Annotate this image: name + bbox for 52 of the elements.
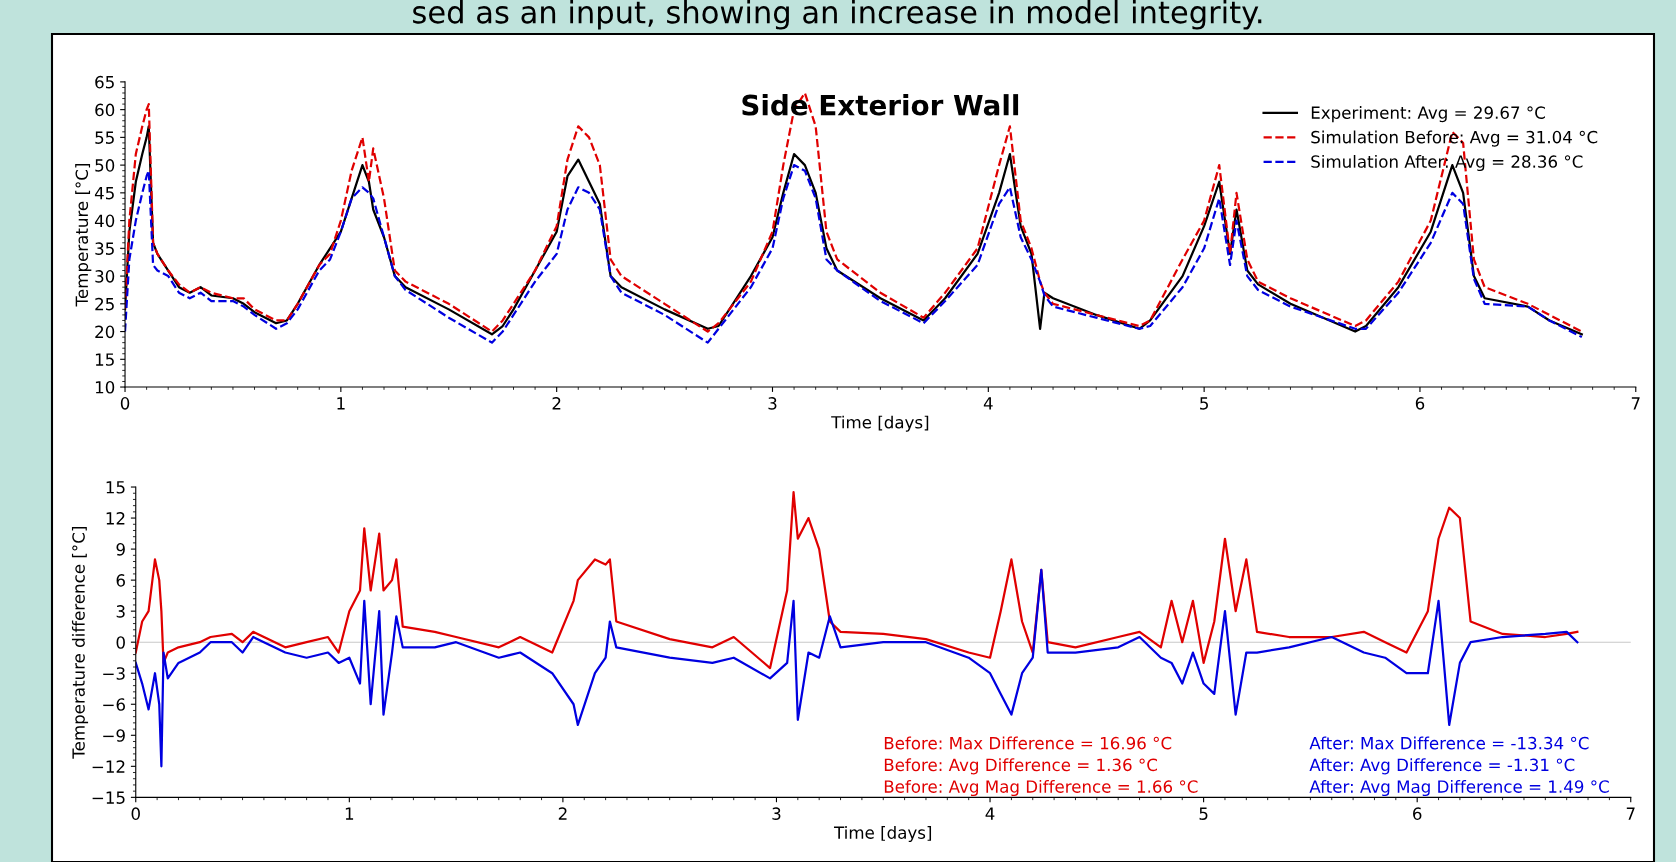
x-tick-label: 4: [985, 807, 995, 820]
x-tick-label: 2: [552, 397, 561, 410]
x-tick-label: 0: [131, 807, 140, 820]
y-tick-label: 25: [95, 297, 114, 311]
y-tick-label: 15: [95, 353, 114, 366]
x-tick-label: 7: [1626, 807, 1635, 820]
y-tick-label: 40: [94, 214, 115, 228]
x-tick-label: 1: [337, 397, 345, 410]
y-tick-label: 9: [116, 543, 125, 556]
y-tick-label: 15: [106, 481, 125, 494]
y-axis-title: Temperature difference [°C]: [71, 527, 89, 759]
y-tick-label: 6: [116, 574, 125, 587]
y-axis-title: Temperature [°C]: [75, 163, 92, 307]
x-axis-title: Time [days]: [833, 825, 932, 843]
y-tick-label: 20: [95, 325, 115, 339]
y-tick-label: 50: [95, 159, 115, 172]
x-tick-label: 4: [983, 397, 993, 410]
y-tick-label: −15: [92, 791, 125, 804]
annotation: After: Avg Mag Difference = 1.49 °C: [1309, 779, 1609, 797]
annotation: Before: Max Difference = 16.96 °C: [884, 736, 1172, 750]
y-tick-label: 60: [95, 103, 115, 117]
x-tick-label: 6: [1413, 807, 1422, 820]
x-axis-title: Time [days]: [831, 415, 929, 432]
y-tick-label: 35: [95, 242, 114, 255]
y-tick-label: 30: [95, 270, 115, 283]
x-tick-label: 3: [772, 807, 781, 820]
x-tick-label: 7: [1631, 397, 1640, 410]
y-tick-label: 12: [106, 512, 125, 525]
x-tick-label: 5: [1200, 397, 1208, 410]
line-series: [135, 491, 1579, 670]
y-tick-label: −6: [103, 698, 125, 711]
y-tick-label: −9: [103, 729, 125, 742]
y-tick-label: 65: [95, 75, 114, 89]
y-tick-label: 3: [116, 605, 125, 618]
x-tick-label: 1: [345, 807, 354, 820]
x-tick-label: 5: [1199, 807, 1208, 820]
x-tick-label: 6: [1415, 397, 1425, 410]
x-tick-label: 2: [558, 807, 567, 820]
y-tick-label: −3: [103, 667, 125, 680]
text: sed as an input, showing an increase in model integrity.: [413, 0, 1262, 30]
y-tick-label: 10: [95, 381, 115, 394]
x-tick-label: 3: [768, 397, 777, 410]
chart-title: Side Exterior Wall: [742, 94, 1019, 116]
y-tick-label: 45: [94, 187, 114, 200]
y-tick-label: −12: [92, 760, 125, 773]
legend-label: Experiment: Avg = 29.67 °C: [1311, 106, 1545, 123]
y-tick-label: 55: [95, 131, 114, 144]
annotation: After: Max Difference = -13.34 °C: [1309, 736, 1589, 750]
annotation: Before: Avg Mag Difference = 1.66 °C: [884, 779, 1198, 797]
annotation: After: Avg Difference = -1.31 °C: [1309, 758, 1575, 775]
y-tick-label: 0: [116, 636, 125, 649]
annotation: Before: Avg Difference = 1.36 °C: [884, 758, 1158, 775]
